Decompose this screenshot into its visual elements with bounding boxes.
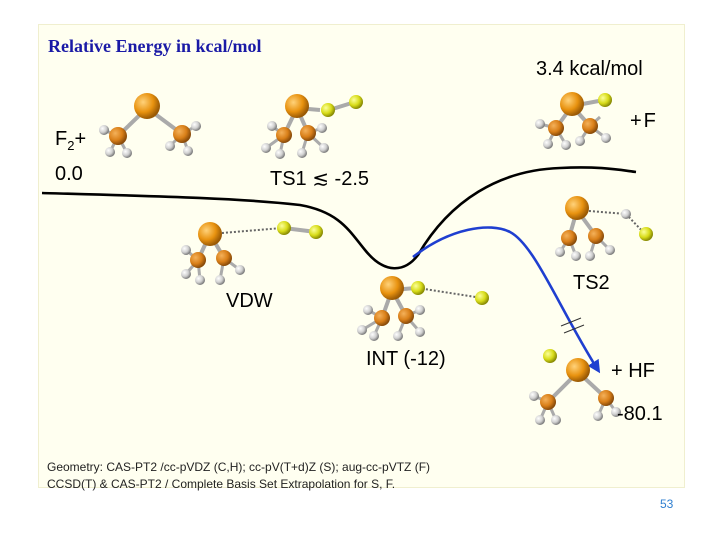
footnote-method: CCSD(T) & CAS-PT2 / Complete Basis Set E… xyxy=(47,477,396,491)
int-label: INT (-12) xyxy=(366,348,446,370)
hf-product-label: + HF xyxy=(611,360,655,382)
int-molecule xyxy=(357,276,489,341)
f-product-label: +F xyxy=(630,110,658,132)
f-product-energy: 3.4 kcal/mol xyxy=(536,58,643,80)
hf-channel-path xyxy=(412,226,601,374)
axis-break-mark xyxy=(560,317,582,327)
hf-product-energy: -80.1 xyxy=(617,403,663,425)
ts1-label: TS1 ≲ -2.5 xyxy=(270,168,370,190)
reaction-path xyxy=(41,166,637,270)
reactant-molecule xyxy=(99,93,201,158)
footnote-geometry: Geometry: CAS-PT2 /cc-pVDZ (C,H); cc-pV(… xyxy=(47,460,431,474)
vdw-label: VDW xyxy=(226,290,273,312)
axis-break-mark xyxy=(563,324,585,334)
reactant-label: F2+ xyxy=(55,128,87,153)
ts1-molecule xyxy=(261,94,363,159)
vdw-molecule xyxy=(181,221,323,285)
reactant-energy: 0.0 xyxy=(55,163,83,185)
diagram-title: Relative Energy in kcal/mol xyxy=(48,36,262,56)
ts2-label: TS2 xyxy=(573,272,610,294)
page-number: 53 xyxy=(660,497,674,511)
ts2-molecule xyxy=(555,196,653,261)
f-product-molecule xyxy=(535,92,612,150)
hf-product-molecule xyxy=(529,349,621,425)
